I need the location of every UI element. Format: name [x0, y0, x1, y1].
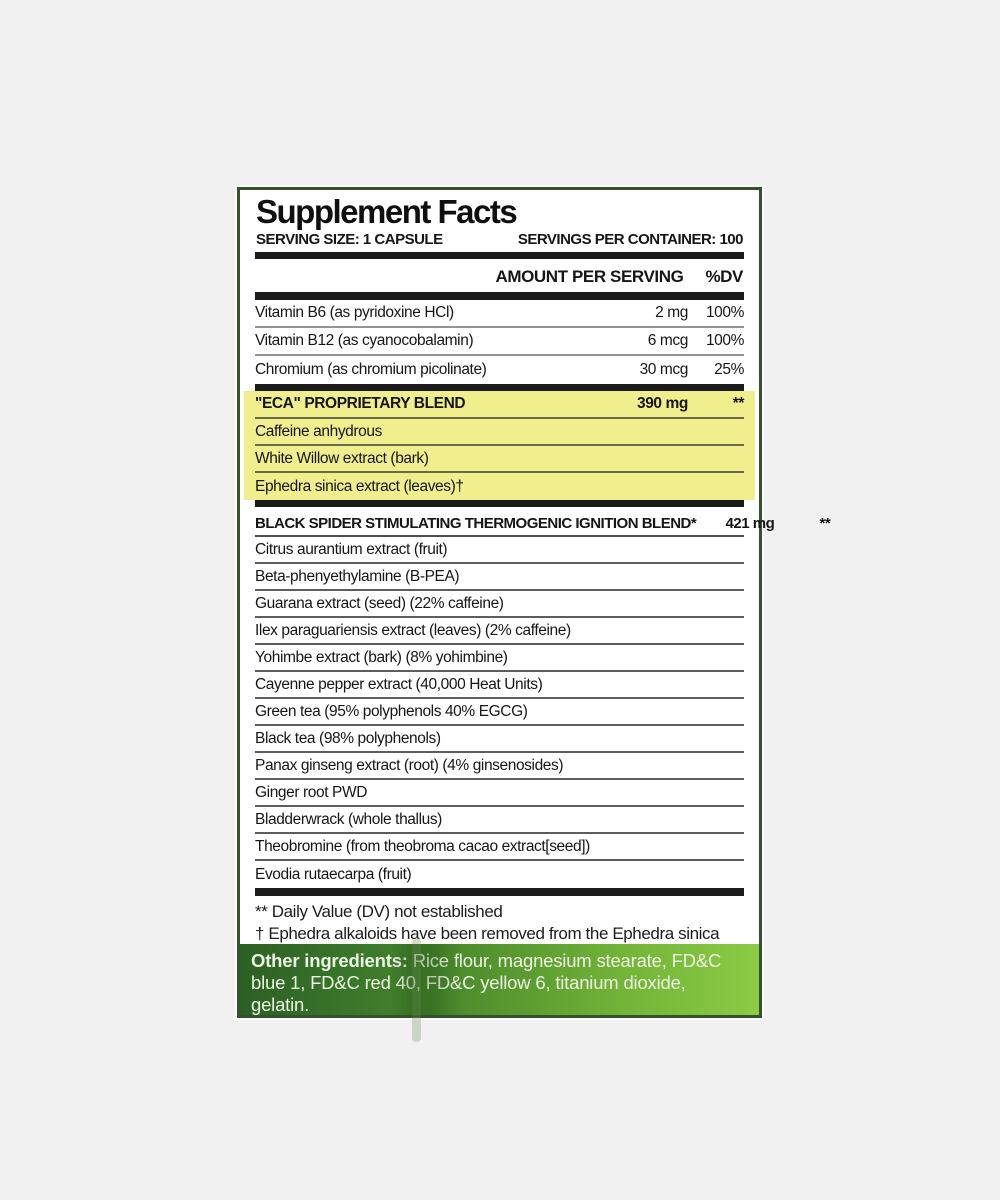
nutrient-amount: 30 mcg [639, 361, 689, 379]
footnote-line: ** Daily Value (DV) not established [255, 901, 503, 921]
ingredient-row: Theobromine (from theobroma cacao extrac… [255, 834, 744, 862]
ingredient-name: Beta-phenyethylamine (B-PEA) [255, 567, 460, 585]
ingredient-name: Black tea (98% polyphenols) [255, 729, 441, 747]
ingredient-row: Ephedra sinica extract (leaves)† [255, 473, 744, 500]
ingredient-name: Panax ginseng extract (root) (4% ginseno… [255, 756, 564, 774]
ingredient-name: Theobromine (from theobroma cacao extrac… [255, 837, 590, 855]
nutrient-dv: 100% [705, 332, 744, 350]
divider-bar [255, 291, 744, 301]
column-headers-wrap: AMOUNT PER SERVING %DV [244, 264, 755, 292]
ingredient-row: Ilex paraguariensis extract (leaves) (2%… [255, 618, 744, 646]
nutrient-dv: 25% [714, 361, 744, 379]
black-spider-blend-header: BLACK SPIDER STIMULATING THERMOGENIC IGN… [255, 511, 831, 538]
nutrient-amount: 2 mg [655, 304, 688, 322]
other-ingredients-label: Other ingredients: [251, 950, 408, 972]
ingredient-row: Yohimbe extract (bark) (8% yohimbine) [255, 645, 744, 673]
nutrient-row: Vitamin B12 (as cyanocobalamin) 6 mcg 10… [255, 328, 744, 357]
ingredient-name: Bladderwrack (whole thallus) [255, 810, 442, 828]
nutrient-row: Vitamin B6 (as pyridoxine HCl) 2 mg 100% [255, 300, 744, 329]
divider-bar [255, 251, 744, 259]
nutrient-name: Vitamin B12 (as cyanocobalamin) [255, 332, 474, 350]
ingredient-name: Caffeine anhydrous [255, 422, 382, 440]
ingredient-row: Cayenne pepper extract (40,000 Heat Unit… [255, 672, 744, 700]
vitamin-rows: Vitamin B6 (as pyridoxine HCl) 2 mg 100%… [244, 300, 755, 384]
ingredient-row: Beta-phenyethylamine (B-PEA) [255, 564, 744, 592]
dv-header: %DV [705, 266, 743, 286]
serving-row: SERVING SIZE: 1 CAPSULE SERVINGS PER CON… [256, 230, 744, 248]
supplement-facts-label: Supplement Facts SERVING SIZE: 1 CAPSULE… [237, 187, 831, 1018]
nutrient-dv: 100% [705, 304, 744, 322]
label-inner: Supplement Facts SERVING SIZE: 1 CAPSULE… [240, 190, 831, 1015]
ingredient-row: Black tea (98% polyphenols) [255, 726, 744, 754]
black-spider-blend-section: BLACK SPIDER STIMULATING THERMOGENIC IGN… [244, 507, 831, 888]
ingredient-row: Evodia rutaecarpa (fruit) [255, 861, 744, 888]
black-spider-ingredients: Citrus aurantium extract (fruit) Beta-ph… [255, 537, 744, 888]
nutrient-name: Chromium (as chromium picolinate) [255, 361, 487, 379]
ingredient-name: Ginger root PWD [255, 783, 368, 801]
eca-blend-ingredients: Caffeine anhydrous White Willow extract … [255, 419, 744, 500]
amount-per-serving-header: AMOUNT PER SERVING [495, 266, 684, 286]
other-ingredients-text: Rice flour, magnesium stearate, FD&C blu… [251, 950, 722, 1016]
ingredient-name: Cayenne pepper extract (40,000 Heat Unit… [255, 675, 543, 693]
divider-bar [255, 500, 744, 508]
ingredient-row: Guarana extract (seed) (22% caffeine) [255, 591, 744, 619]
footnote-line: † Ephedra alkaloids have been removed fr… [255, 923, 720, 943]
eca-blend-name: "ECA" PROPRIETARY BLEND [255, 395, 466, 413]
ingredient-row: Ginger root PWD [255, 780, 744, 808]
black-spider-blend-dv: ** [819, 514, 831, 532]
column-headers: AMOUNT PER SERVING %DV [255, 267, 743, 287]
ingredient-row: Green tea (95% polyphenols 40% EGCG) [255, 699, 744, 727]
ingredient-name: Ephedra sinica extract (leaves)† [255, 477, 464, 495]
ingredient-name: Ilex paraguariensis extract (leaves) (2%… [255, 621, 571, 639]
black-spider-blend-amount: 421 mg [725, 514, 775, 532]
label-header: Supplement Facts SERVING SIZE: 1 CAPSULE… [244, 193, 755, 252]
ingredient-name: Citrus aurantium extract (fruit) [255, 540, 448, 558]
servings-per-container: SERVINGS PER CONTAINER: 100 [517, 230, 744, 248]
ingredient-name: Guarana extract (seed) (22% caffeine) [255, 594, 504, 612]
ingredient-row: Caffeine anhydrous [255, 419, 744, 447]
ingredient-name: Yohimbe extract (bark) (8% yohimbine) [255, 648, 508, 666]
eca-blend-amount: 390 mg [636, 395, 688, 413]
black-spider-blend-name: BLACK SPIDER STIMULATING THERMOGENIC IGN… [255, 514, 697, 532]
serving-size: SERVING SIZE: 1 CAPSULE [256, 230, 443, 248]
nutrient-amount: 6 mcg [647, 332, 689, 350]
ingredient-row: White Willow extract (bark) [255, 446, 744, 474]
eca-blend-dv: ** [732, 395, 745, 413]
ingredient-row: Bladderwrack (whole thallus) [255, 807, 744, 835]
eca-blend-header: "ECA" PROPRIETARY BLEND 390 mg ** [255, 391, 745, 420]
ingredient-row: Panax ginseng extract (root) (4% ginseno… [255, 753, 744, 781]
eca-blend-section: "ECA" PROPRIETARY BLEND 390 mg ** Caffei… [244, 391, 755, 501]
label-title: Supplement Facts [256, 193, 518, 230]
ingredient-name: Green tea (95% polyphenols 40% EGCG) [255, 702, 528, 720]
ingredient-name: White Willow extract (bark) [255, 449, 429, 467]
footnotes: ** Daily Value (DV) not established † Ep… [244, 896, 755, 945]
nutrient-name: Vitamin B6 (as pyridoxine HCl) [255, 304, 454, 322]
nutrient-row: Chromium (as chromium picolinate) 30 mcg… [255, 356, 744, 384]
divider-bar [255, 384, 744, 392]
other-ingredients-section: Other ingredients: Rice flour, magnesium… [240, 944, 759, 1015]
divider-bar [255, 888, 744, 896]
ingredient-row: Citrus aurantium extract (fruit) [255, 537, 744, 565]
ingredient-name: Evodia rutaecarpa (fruit) [255, 865, 412, 883]
